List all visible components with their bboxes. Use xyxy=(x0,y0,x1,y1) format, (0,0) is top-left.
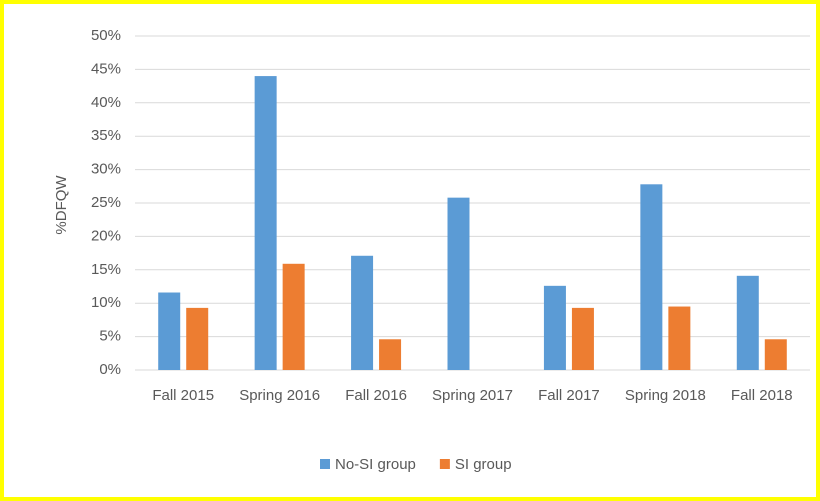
y-tick-label: 35% xyxy=(91,127,121,144)
bar xyxy=(254,76,277,370)
x-tick-label: Fall 2016 xyxy=(345,387,407,404)
bar xyxy=(447,197,470,370)
bar xyxy=(186,307,209,370)
bar xyxy=(764,339,787,370)
bar xyxy=(351,255,374,370)
bar xyxy=(379,339,402,370)
y-tick-label: 15% xyxy=(91,261,121,278)
y-tick-label: 40% xyxy=(91,94,121,111)
y-tick-label: 20% xyxy=(91,227,121,244)
x-tick-label: Spring 2017 xyxy=(432,387,513,404)
legend-label: SI group xyxy=(455,456,512,473)
y-tick-label: 5% xyxy=(99,328,121,345)
bar xyxy=(571,307,594,370)
bar xyxy=(736,275,759,370)
bar xyxy=(640,184,663,370)
bar xyxy=(543,285,566,370)
legend-label: No-SI group xyxy=(335,456,416,473)
y-axis-label: %DFQW xyxy=(53,175,70,235)
bar xyxy=(282,263,305,370)
x-tick-label: Fall 2017 xyxy=(538,387,600,404)
y-tick-label: 25% xyxy=(91,194,121,211)
y-tick-label: 0% xyxy=(99,361,121,378)
bar xyxy=(668,306,691,370)
legend-swatch xyxy=(320,459,330,469)
legend-swatch xyxy=(439,459,450,469)
y-tick-label: 50% xyxy=(91,27,121,44)
y-tick-label: 30% xyxy=(91,161,121,178)
x-tick-label: Spring 2016 xyxy=(239,387,320,404)
x-tick-label: Fall 2015 xyxy=(152,387,214,404)
y-tick-label: 10% xyxy=(91,294,121,311)
x-tick-label: Spring 2018 xyxy=(625,387,706,404)
y-tick-label: 45% xyxy=(91,60,121,77)
bar xyxy=(158,292,181,370)
x-tick-label: Fall 2018 xyxy=(731,387,793,404)
